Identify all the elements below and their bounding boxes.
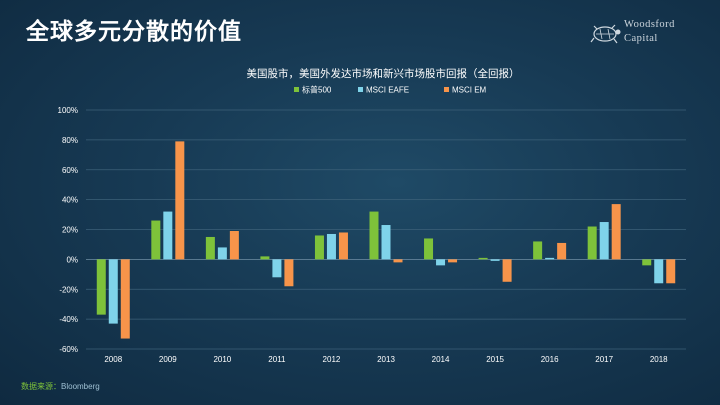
legend-swatch: [294, 87, 299, 92]
bar-MSCI EAFE-2013: [381, 225, 391, 260]
bar-MSCI EM-2012: [338, 232, 348, 260]
bar-MSCI EAFE-2012: [326, 233, 336, 260]
legend-label: MSCI EAFE: [366, 86, 409, 95]
bar-标普500-2010: [205, 236, 215, 260]
bar-MSCI EM-2008: [120, 259, 130, 339]
chart-gridlines: [86, 109, 686, 350]
x-tick-label: 2016: [541, 355, 559, 364]
x-tick-label: 2017: [595, 355, 613, 364]
bar-标普500-2015: [478, 257, 488, 260]
y-tick-label: -60%: [59, 345, 78, 354]
source-value: Bloomberg: [61, 382, 100, 391]
chart-legend: 标普500 MSCI EAFE MSCI EM: [294, 85, 487, 95]
x-tick-label: 2015: [486, 355, 504, 364]
bar-MSCI EAFE-2011: [272, 259, 282, 278]
bar-MSCI EAFE-2014: [436, 259, 446, 266]
bar-MSCI EM-2015: [502, 259, 512, 282]
bar-MSCI EAFE-2015: [490, 259, 500, 261]
bar-MSCI EAFE-2008: [108, 259, 118, 324]
x-tick-label: 2014: [432, 355, 450, 364]
bar-MSCI EAFE-2010: [217, 247, 227, 260]
source-label: 数据来源：: [21, 382, 61, 391]
x-tick-label: 2012: [323, 355, 341, 364]
bar-MSCI EM-2017: [611, 204, 621, 260]
x-tick-label: 2010: [213, 355, 231, 364]
y-tick-label: 100%: [58, 106, 78, 115]
x-tick-label: 2018: [650, 355, 668, 364]
bar-MSCI EM-2013: [393, 259, 403, 263]
company-logo: Woodsford Capital: [588, 18, 698, 50]
y-axis-ticks: -60% -40% -20% 0% 20% 40% 60% 80% 100%: [58, 106, 78, 354]
bar-MSCI EM-2011: [284, 259, 294, 287]
x-tick-label: 2013: [377, 355, 395, 364]
x-axis-ticks: 2008 2009 2010 2011 2012 2013 2014 2015 2016 2017…: [104, 355, 668, 364]
bar-MSCI EM-2018: [666, 259, 676, 284]
chart-bars: [96, 141, 676, 339]
y-tick-label: -20%: [59, 285, 78, 294]
y-tick-label: 0%: [66, 255, 78, 264]
bar-标普500-2018: [642, 259, 652, 266]
bar-标普500-2014: [424, 238, 434, 260]
bar-MSCI EAFE-2017: [599, 222, 609, 260]
bar-MSCI EAFE-2016: [545, 257, 555, 260]
bar-标普500-2009: [151, 220, 161, 260]
bar-标普500-2008: [96, 259, 106, 315]
legend-swatch: [444, 87, 449, 92]
source-note: 数据来源：Bloomberg: [21, 381, 100, 392]
y-tick-label: 20%: [62, 226, 78, 235]
y-tick-label: 60%: [62, 166, 78, 175]
legend-label: MSCI EM: [452, 86, 487, 95]
bar-MSCI EAFE-2018: [654, 259, 664, 284]
logo-line-1: Woodsford: [624, 19, 675, 30]
chart-title: 美国股市，美国外发达市场和新兴市场股市回报（全回报）: [247, 67, 520, 80]
bar-MSCI EM-2014: [448, 259, 458, 263]
legend-label: 标普500: [302, 85, 332, 95]
x-tick-label: 2008: [104, 355, 122, 364]
bar-MSCI EM-2016: [557, 242, 567, 260]
bar-标普500-2016: [533, 241, 543, 260]
bar-MSCI EAFE-2009: [163, 211, 173, 260]
bar-标普500-2013: [369, 211, 379, 260]
bar-MSCI EM-2010: [229, 230, 239, 260]
logo-line-2: Capital: [624, 33, 658, 44]
y-tick-label: 80%: [62, 136, 78, 145]
legend-swatch: [358, 87, 363, 92]
bar-标普500-2017: [587, 226, 597, 260]
slide-title: 全球多元分散的价值: [26, 18, 242, 44]
y-tick-label: -40%: [59, 315, 78, 324]
bar-MSCI EM-2009: [175, 141, 185, 260]
x-tick-label: 2009: [159, 355, 177, 364]
y-tick-label: 40%: [62, 196, 78, 205]
x-tick-label: 2011: [268, 355, 286, 364]
turtle-logo-icon: [590, 24, 621, 44]
bar-标普500-2011: [260, 256, 270, 260]
bar-标普500-2012: [314, 235, 324, 260]
